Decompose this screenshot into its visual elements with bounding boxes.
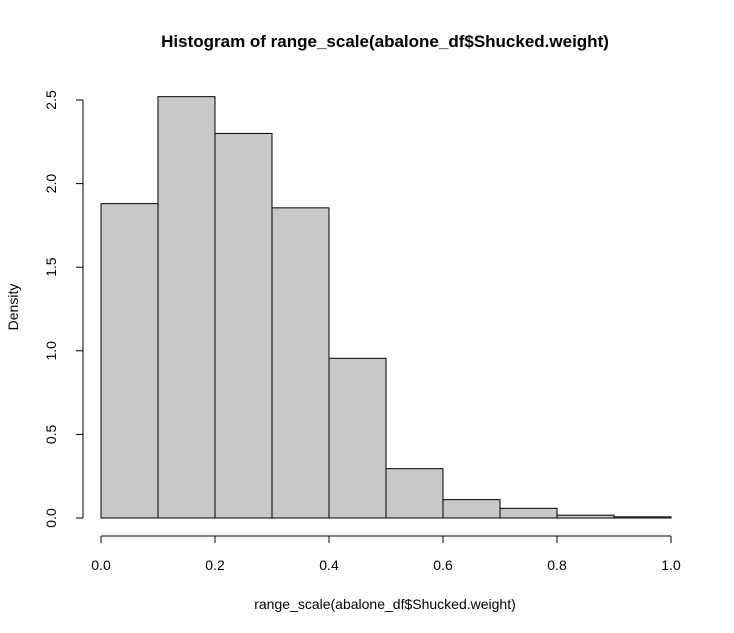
x-axis: 0.0 0.2 0.4 0.6 0.8 1.0 [91,535,681,573]
y-axis-label: Density [5,284,21,331]
histogram-bar [499,507,558,519]
histogram-bar [442,499,501,519]
histogram-bar [271,207,330,519]
y-tick-label: 2.0 [43,174,59,194]
bars-group [100,96,672,519]
histogram-bar [157,96,216,519]
x-tick-label: 0.2 [205,557,225,573]
y-tick-label: 2.5 [43,90,59,110]
y-tick-label: 0.0 [43,508,59,528]
x-tick-label: 0.6 [433,557,453,573]
y-tick-label: 0.5 [43,424,59,444]
y-tick-label: 1.5 [43,257,59,277]
histogram-bar [385,468,444,519]
chart-title: Histogram of range_scale(abalone_df$Shuc… [161,32,609,51]
histogram-bar [328,357,387,519]
x-tick-label: 0.4 [319,557,339,573]
y-axis: 0.0 0.5 1.0 1.5 2.0 2.5 [43,90,84,528]
y-tick-label: 1.0 [43,341,59,361]
histogram-bar [100,203,159,519]
histogram-bar [214,132,273,519]
x-tick-label: 0.8 [547,557,567,573]
histogram-bar [613,516,672,519]
x-tick-label: 1.0 [661,557,681,573]
x-tick-label: 0.0 [91,557,111,573]
x-axis-label: range_scale(abalone_df$Shucked.weight) [254,596,516,612]
histogram-bar [556,514,615,519]
